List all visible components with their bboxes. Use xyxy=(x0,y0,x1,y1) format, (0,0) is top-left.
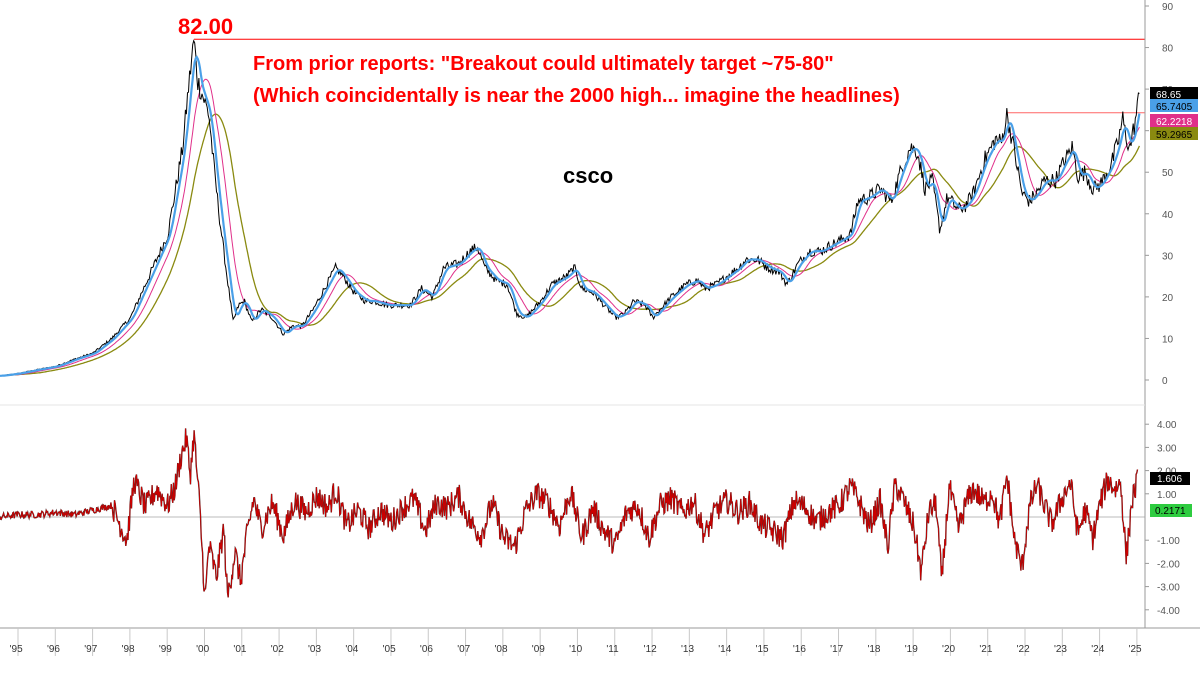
x-tick-label: '96 xyxy=(47,644,60,655)
x-tick-label: '24 xyxy=(1091,644,1104,655)
last-price-tag: 68.65 xyxy=(1156,90,1181,101)
x-tick-label: '11 xyxy=(606,644,619,655)
x-tick-label: '19 xyxy=(905,644,918,655)
x-tick-label: '05 xyxy=(383,644,396,655)
x-tick-label: '21 xyxy=(979,644,992,655)
x-tick-label: '22 xyxy=(1017,644,1030,655)
osc-y-tick-label: 1.00 xyxy=(1157,490,1177,501)
x-tick-label: '14 xyxy=(718,644,731,655)
ma-blue-line xyxy=(0,55,1141,377)
price-y-tick-label: 50 xyxy=(1162,168,1174,179)
x-tick-label: '07 xyxy=(457,644,470,655)
osc-last-value-tag: 1.606 xyxy=(1157,474,1182,485)
x-tick-label: '99 xyxy=(159,644,172,655)
x-tick-label: '10 xyxy=(569,644,582,655)
ma-olive-value-tag: 59.2965 xyxy=(1156,130,1193,141)
osc-y-tick-label: -4.00 xyxy=(1157,606,1180,617)
signal-tag-bg xyxy=(1150,504,1192,517)
x-tick-label: '06 xyxy=(420,644,433,655)
last-price-tag-bg xyxy=(1150,87,1198,100)
oscillator-panel xyxy=(0,428,1145,598)
price-line xyxy=(0,39,1140,377)
price-y-tick-label: 30 xyxy=(1162,251,1174,262)
ma-olive-line xyxy=(0,113,1140,377)
ma-pink-value-tag: 62.2218 xyxy=(1156,117,1193,128)
axes: 01020304050607080904.003.002.001.00-1.00… xyxy=(0,0,1200,656)
x-tick-label: '16 xyxy=(793,644,806,655)
x-tick-label: '08 xyxy=(495,644,508,655)
x-tick-label: '02 xyxy=(271,644,284,655)
x-tick-label: '23 xyxy=(1054,644,1067,655)
x-tick-label: '00 xyxy=(196,644,209,655)
x-tick-label: '03 xyxy=(308,644,321,655)
price-y-tick-label: 0 xyxy=(1162,376,1168,387)
x-tick-label: '13 xyxy=(681,644,694,655)
ma-blue-value-tag: 65.7405 xyxy=(1156,102,1193,113)
x-tick-label: '25 xyxy=(1129,644,1142,655)
signal-value-tag: 0.2171 xyxy=(1155,506,1186,517)
osc-y-tick-label: 4.00 xyxy=(1157,420,1177,431)
ma-blue-value-tag-bg xyxy=(1150,99,1198,112)
osc-y-tick-label: -3.00 xyxy=(1157,583,1180,594)
peak-label: 82.00 xyxy=(178,14,234,39)
x-tick-label: '17 xyxy=(830,644,843,655)
x-tick-label: '15 xyxy=(756,644,769,655)
x-tick-label: '04 xyxy=(345,644,358,655)
x-tick-label: '20 xyxy=(942,644,955,655)
x-tick-label: '18 xyxy=(867,644,880,655)
osc-last-tag-bg xyxy=(1150,472,1190,485)
x-tick-label: '97 xyxy=(84,644,97,655)
osc-shadow-line xyxy=(0,428,1139,598)
x-tick-label: '09 xyxy=(532,644,545,655)
x-tick-label: '01 xyxy=(233,644,246,655)
ma-olive-value-tag-bg xyxy=(1150,127,1198,140)
ticker-label: csco xyxy=(563,163,614,188)
price-panel xyxy=(0,38,1145,377)
annotation-line-2: (Which coincidentally is near the 2000 h… xyxy=(253,85,900,107)
oscillator-line xyxy=(0,428,1138,598)
osc-y-tick-label: -2.00 xyxy=(1157,559,1180,570)
osc-y-tick-label: -1.00 xyxy=(1157,536,1180,547)
ma-pink-value-tag-bg xyxy=(1150,114,1198,127)
price-y-tick-label: 90 xyxy=(1162,2,1174,13)
x-tick-label: '12 xyxy=(644,644,657,655)
x-tick-label: '98 xyxy=(122,644,135,655)
price-y-tick-label: 40 xyxy=(1162,210,1174,221)
price-y-tick-label: 10 xyxy=(1162,334,1174,345)
osc-y-tick-label: 3.00 xyxy=(1157,443,1177,454)
annotation-line-1: From prior reports: "Breakout could ulti… xyxy=(253,53,834,75)
x-tick-label: '95 xyxy=(10,644,23,655)
price-y-tick-label: 80 xyxy=(1162,44,1174,55)
price-y-tick-label: 20 xyxy=(1162,293,1174,304)
